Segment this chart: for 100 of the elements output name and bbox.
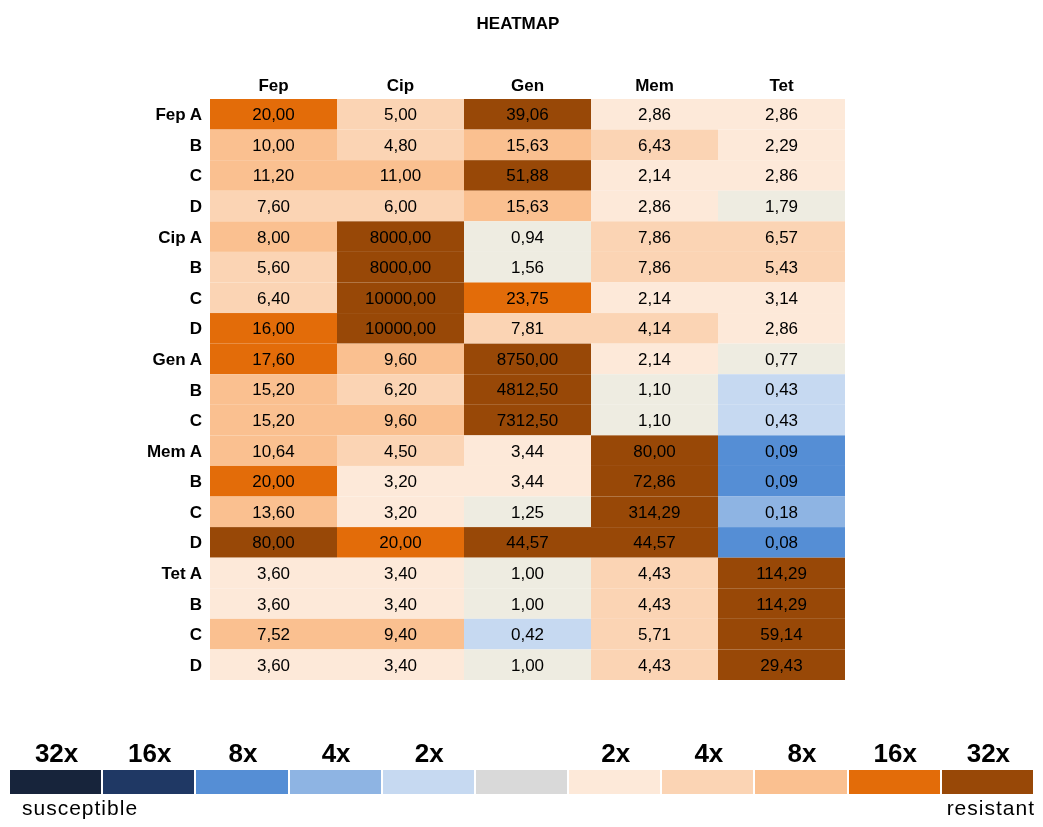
y-tick-label: Cip A — [158, 227, 202, 247]
data-label: 2,86 — [764, 319, 799, 339]
y-tick-label: B — [189, 472, 202, 492]
data-label: 29,43 — [760, 655, 803, 675]
text: 2x — [413, 737, 445, 770]
text: susceptible — [22, 796, 139, 820]
x-tick-label: Tet — [769, 76, 794, 95]
text: 2x — [600, 737, 632, 770]
data-label: 51,88 — [506, 166, 549, 186]
data-label: 11,20 — [252, 166, 295, 186]
data-label: 9,60 — [383, 411, 418, 431]
data-label: 6,57 — [764, 227, 799, 247]
data-label: 314,29 — [628, 502, 681, 522]
text: resistant — [946, 796, 1035, 820]
data-label: 3,20 — [383, 472, 418, 492]
data-label: 9,40 — [383, 625, 418, 645]
data-label: 1,00 — [510, 594, 545, 614]
data-label: 0,09 — [764, 441, 799, 461]
data-label: 5,71 — [637, 625, 672, 645]
y-tick-label: D — [189, 197, 202, 217]
data-label: 20,00 — [252, 105, 295, 125]
data-label: 15,20 — [252, 380, 295, 400]
text: 16x — [872, 737, 918, 770]
data-label: 3,44 — [510, 472, 545, 492]
text: 4x — [320, 737, 352, 770]
data-label: 15,63 — [506, 135, 549, 155]
data-label: 0,42 — [510, 625, 545, 645]
data-label: 6,40 — [256, 288, 291, 308]
y-tick-label: C — [189, 166, 202, 186]
data-label: 0,77 — [764, 349, 799, 369]
data-label: 4,43 — [637, 655, 672, 675]
y-tick-label: B — [189, 380, 202, 400]
data-label: 39,06 — [506, 105, 549, 125]
data-label: 2,29 — [764, 135, 799, 155]
y-tick-label: Mem A — [146, 441, 202, 461]
data-label: 13,60 — [252, 502, 295, 522]
data-label: 8000,00 — [369, 227, 432, 247]
data-label: 3,40 — [383, 563, 418, 583]
y-tick-label: Tet A — [161, 564, 202, 584]
x-tick-label: Cip — [386, 76, 415, 95]
data-label: 1,10 — [637, 380, 672, 400]
data-label: 0,18 — [764, 502, 799, 522]
x-tick-label: Gen — [510, 76, 545, 95]
data-label: 2,14 — [637, 288, 672, 308]
data-label: 3,60 — [256, 594, 291, 614]
y-tick-label: D — [189, 533, 202, 553]
y-tick-label: Gen A — [152, 349, 202, 369]
data-label: 10000,00 — [365, 319, 436, 339]
data-label: 1,25 — [510, 502, 545, 522]
data-label: 6,00 — [383, 196, 418, 216]
y-tick-label: C — [189, 502, 202, 522]
data-label: 1,00 — [510, 563, 545, 583]
data-label: 23,75 — [506, 288, 549, 308]
data-label: 4812,50 — [496, 380, 559, 400]
data-label: 2,86 — [764, 166, 799, 186]
data-label: 10,00 — [252, 135, 295, 155]
data-label: 0,43 — [764, 380, 799, 400]
y-tick-label: C — [189, 288, 202, 308]
data-label: 8000,00 — [369, 258, 432, 278]
y-tick-label: D — [189, 655, 202, 675]
data-label: 3,14 — [764, 288, 799, 308]
data-label: 0,09 — [764, 472, 799, 492]
data-label: 2,14 — [637, 349, 672, 369]
data-label: 8,00 — [256, 227, 291, 247]
text: 16x — [127, 737, 173, 770]
chart-title: HEATMAP — [475, 14, 561, 34]
data-label: 0,94 — [510, 227, 545, 247]
data-label: 7,86 — [637, 227, 672, 247]
text: 32x — [965, 737, 1012, 770]
data-label: 6,20 — [383, 380, 418, 400]
data-label: 7312,50 — [496, 411, 559, 431]
text: 4x — [693, 737, 725, 770]
data-label: 10000,00 — [365, 288, 436, 308]
data-label: 0,08 — [764, 533, 799, 553]
data-label: 2,86 — [637, 196, 672, 216]
data-label: 3,44 — [510, 441, 545, 461]
text: 8x — [786, 737, 818, 770]
data-label: 2,14 — [637, 166, 672, 186]
data-label: 4,14 — [637, 319, 672, 339]
data-label: 114,29 — [756, 594, 807, 614]
data-label: 10,64 — [252, 441, 295, 461]
data-label: 3,40 — [383, 594, 418, 614]
text: 32x — [33, 737, 80, 770]
data-label: 5,60 — [256, 258, 291, 278]
data-label: 3,60 — [256, 563, 291, 583]
data-label: 15,20 — [252, 411, 295, 431]
data-label: 1,00 — [510, 655, 545, 675]
data-label: 0,43 — [764, 411, 799, 431]
data-label: 20,00 — [379, 533, 422, 553]
data-label: 1,10 — [637, 411, 672, 431]
y-tick-label: B — [189, 258, 202, 278]
data-label: 2,86 — [637, 105, 672, 125]
y-tick-label: B — [189, 135, 202, 155]
data-label: 5,00 — [383, 105, 418, 125]
text: 8x — [227, 737, 259, 770]
data-label: 16,00 — [252, 319, 295, 339]
y-tick-label: Fep A — [155, 105, 202, 125]
data-label: 5,43 — [764, 258, 799, 278]
data-label: 3,60 — [256, 655, 291, 675]
data-label: 11,00 — [379, 166, 422, 186]
